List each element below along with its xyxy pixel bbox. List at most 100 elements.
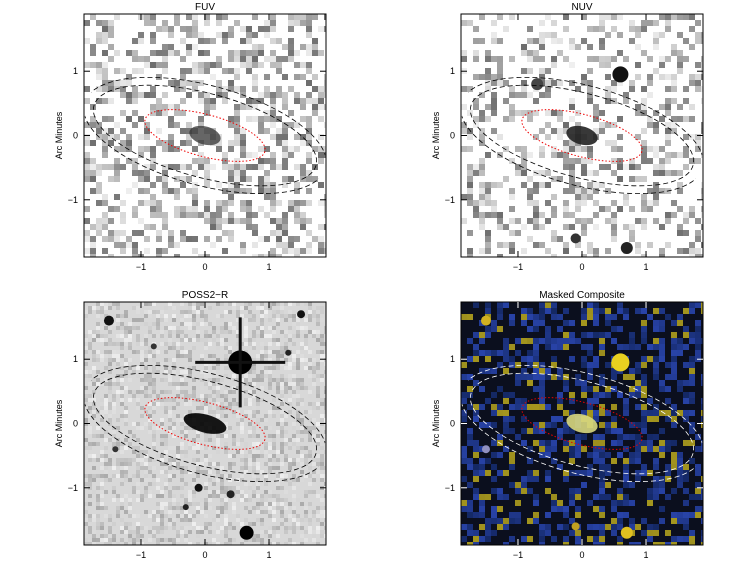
pixel [240,200,246,206]
pixel [90,14,96,20]
pixel [623,200,629,206]
pixel [136,474,140,478]
pixel [234,134,240,140]
pixel [284,318,288,322]
pixel [196,398,200,402]
pixel [683,56,689,62]
pixel [296,522,300,526]
pixel [244,494,248,498]
pixel [160,438,164,442]
pixel [136,374,140,378]
pixel [172,542,176,545]
pixel [136,402,140,406]
pixel [605,188,611,194]
pixel [701,56,703,62]
pixel [92,474,96,478]
pixel [204,406,208,410]
star [182,504,189,511]
pixel [160,514,164,518]
pixel [168,490,172,494]
pixel [294,212,300,218]
pixel [148,302,152,306]
pixel [144,176,150,182]
pixel [304,410,308,414]
pixel [677,452,683,458]
pixel [220,370,224,374]
pixel [284,526,288,530]
pixel [164,510,168,514]
pixel [186,14,192,20]
pixel [509,206,515,212]
pixel [176,422,180,426]
pixel [264,158,270,164]
pixel [120,86,126,92]
pixel [212,414,216,418]
pixel [695,482,701,488]
pixel [174,212,180,218]
pixel [188,302,192,306]
pixel [144,224,150,230]
pixel [172,366,176,370]
pixel [258,206,264,212]
pixel [473,452,479,458]
pixel [184,518,188,522]
y-tick-label: 1 [450,66,455,76]
pixel [569,170,575,176]
pixel [216,206,222,212]
pixel [324,506,326,510]
pixel [120,110,126,116]
pixel [240,50,246,56]
pixel [551,458,557,464]
pixel [172,458,176,462]
pixel [180,514,184,518]
pixel [132,56,138,62]
pixel [308,518,312,522]
pixel [112,302,116,306]
pixel [280,402,284,406]
pixel [188,354,192,358]
pixel [563,380,569,386]
pixel [284,342,288,346]
pixel [272,454,276,458]
pixel [575,206,581,212]
pixel [228,322,232,326]
pixel [128,538,132,542]
pixel [689,422,695,428]
pixel [132,538,136,542]
pixel [695,320,701,326]
pixel [272,498,276,502]
pixel [234,110,240,116]
pixel [136,510,140,514]
pixel [545,308,551,314]
pixel [136,446,140,450]
pixel [617,536,623,542]
pixel [84,370,88,374]
pixel [617,116,623,122]
pixel [300,212,306,218]
pixel [84,542,88,545]
pixel [320,514,324,518]
pixel [144,454,148,458]
pixel [665,122,671,128]
pixel [168,188,174,194]
pixel [617,434,623,440]
pixel [144,526,148,530]
pixel [294,134,300,140]
pixel [551,506,557,512]
pixel [521,50,527,56]
pixel [252,230,258,236]
pixel [180,446,184,450]
pixel [665,56,671,62]
pixel [461,536,467,542]
pixel [527,38,533,44]
pixel [276,366,280,370]
pixel [485,248,491,254]
pixel [102,26,108,32]
pixel [467,200,473,206]
pixel [120,200,126,206]
pixel [196,462,200,466]
pixel [659,452,665,458]
pixel [316,426,320,430]
pixel [695,254,701,257]
pixel [479,350,485,356]
